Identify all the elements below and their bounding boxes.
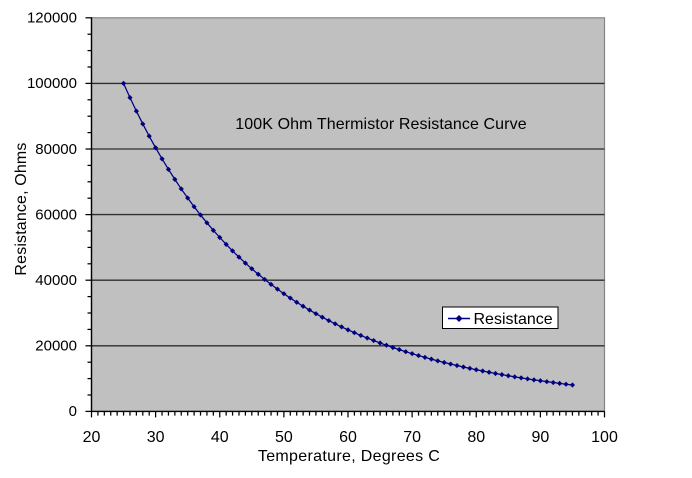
svg-text:40: 40 (211, 429, 229, 446)
svg-text:0: 0 (69, 403, 77, 420)
svg-text:20: 20 (83, 429, 101, 446)
svg-text:70: 70 (403, 429, 421, 446)
svg-text:Temperature, Degrees C: Temperature, Degrees C (258, 448, 440, 465)
svg-text:Resistance, Ohms: Resistance, Ohms (13, 142, 30, 275)
svg-text:Resistance: Resistance (474, 311, 553, 328)
svg-text:30: 30 (147, 429, 165, 446)
svg-text:90: 90 (531, 429, 549, 446)
svg-text:40000: 40000 (35, 272, 77, 289)
svg-text:100K Ohm Thermistor Resistance: 100K Ohm Thermistor Resistance Curve (235, 116, 526, 133)
svg-text:100000: 100000 (27, 75, 77, 92)
svg-text:60: 60 (339, 429, 357, 446)
svg-text:80: 80 (467, 429, 485, 446)
svg-text:100: 100 (591, 429, 618, 446)
svg-text:50: 50 (275, 429, 293, 446)
svg-text:80000: 80000 (35, 141, 77, 158)
svg-text:120000: 120000 (27, 10, 77, 27)
svg-text:60000: 60000 (35, 206, 77, 223)
svg-text:20000: 20000 (35, 338, 77, 355)
